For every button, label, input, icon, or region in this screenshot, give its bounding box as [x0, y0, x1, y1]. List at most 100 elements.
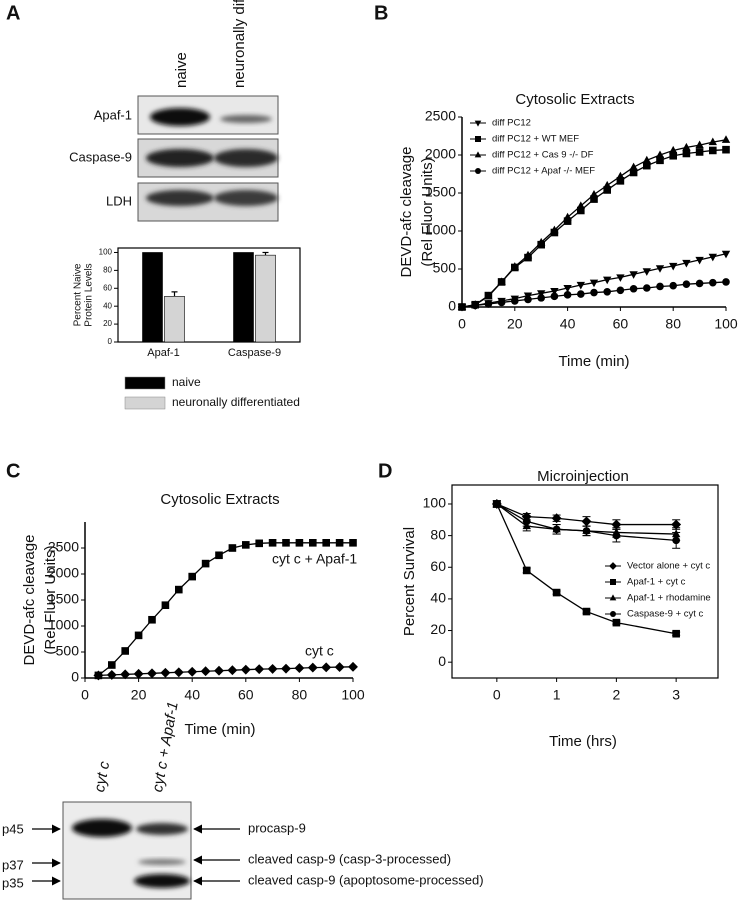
point [228, 544, 237, 552]
point [147, 668, 157, 679]
y-axis-label: (Rel Fluor Units) [419, 157, 436, 266]
mw-label: p45 [2, 821, 24, 836]
y-tick-label: 1000 [48, 617, 79, 633]
point [582, 607, 591, 616]
x-tick-label: 80 [665, 316, 681, 332]
bar [255, 254, 276, 343]
panel-label: B [374, 2, 388, 24]
point [187, 666, 198, 677]
point [133, 668, 144, 679]
point [656, 282, 664, 291]
y-tick-label: 0 [108, 337, 113, 346]
point [611, 519, 622, 530]
point [551, 513, 562, 524]
y-axis-label: Protein Levels [84, 263, 95, 326]
point [458, 303, 466, 311]
point [349, 539, 357, 547]
point [322, 539, 330, 547]
band-label: procasp-9 [248, 820, 306, 835]
y-axis-label: DEVD-afc cleavage [21, 535, 38, 666]
legend-marker [474, 120, 482, 127]
point [629, 271, 638, 279]
point [722, 278, 730, 286]
point [643, 161, 651, 170]
plot-frame [117, 247, 301, 343]
point [655, 150, 665, 159]
series-annotation: cyt c + Apaf-1 [272, 551, 357, 567]
legend-label: diff PC12 + WT MEF [492, 134, 579, 145]
x-tick-label: 100 [714, 316, 738, 332]
blot-row-label: Caspase-9 [69, 149, 132, 164]
y-tick-label: 40 [430, 590, 446, 606]
point [134, 631, 143, 640]
y-tick-label: 60 [103, 283, 112, 292]
point [576, 201, 585, 209]
point [200, 666, 211, 677]
point [629, 284, 638, 293]
point [695, 148, 704, 156]
y-tick-label: 2000 [425, 146, 456, 162]
point [510, 262, 519, 270]
series-line [496, 503, 677, 542]
point [642, 155, 651, 164]
point [682, 142, 691, 151]
point [497, 298, 506, 307]
point [709, 146, 717, 155]
bar [164, 296, 185, 343]
point [582, 527, 591, 535]
point [695, 256, 704, 265]
point [682, 149, 691, 158]
x-tick-label: Apaf-1 [147, 347, 179, 359]
band [214, 190, 278, 206]
y-tick-label: 1500 [425, 184, 456, 200]
band [146, 149, 214, 167]
point [227, 665, 238, 676]
y-tick-label: 2000 [48, 565, 79, 581]
y-tick-label: 40 [103, 301, 112, 310]
legend-label: Caspase-9 + cyt c [627, 609, 704, 620]
point [550, 292, 559, 301]
legend-label: neuronally differentiated [172, 395, 300, 409]
point [669, 151, 677, 160]
chart-title: Cytosolic Extracts [160, 491, 279, 508]
legend-label: Vector alone + cyt c [627, 561, 710, 572]
point [188, 572, 196, 581]
point [121, 647, 129, 655]
point [589, 279, 599, 288]
point [669, 145, 678, 154]
series-line [496, 503, 677, 635]
point [522, 517, 531, 526]
point [309, 539, 317, 547]
legend-marker [475, 168, 481, 174]
point [682, 259, 691, 268]
legend-swatch [124, 396, 166, 410]
y-tick-label: 80 [103, 265, 112, 274]
blot-row-label: LDH [106, 193, 132, 208]
point [493, 500, 501, 508]
point [695, 140, 704, 149]
point [721, 135, 731, 143]
point [708, 137, 717, 146]
point [120, 669, 131, 680]
x-tick-label: 1 [553, 687, 561, 703]
point [671, 519, 682, 530]
x-tick-label: 80 [292, 687, 308, 703]
point [471, 301, 480, 310]
point [603, 186, 611, 194]
band-label: cleaved casp-9 (casp-3-processed) [248, 851, 451, 866]
point [148, 615, 156, 624]
point [682, 280, 691, 289]
band [214, 149, 278, 167]
point [642, 268, 651, 276]
point [563, 217, 572, 225]
legend-label: diff PC12 + Apaf -/- MEF [492, 166, 595, 177]
point [497, 277, 506, 285]
point [484, 291, 493, 300]
point [93, 670, 104, 681]
point [524, 295, 532, 304]
legend-swatch [124, 376, 166, 390]
band [150, 108, 210, 126]
panel-label: C [6, 460, 20, 482]
y-tick-label: 0 [448, 298, 456, 314]
